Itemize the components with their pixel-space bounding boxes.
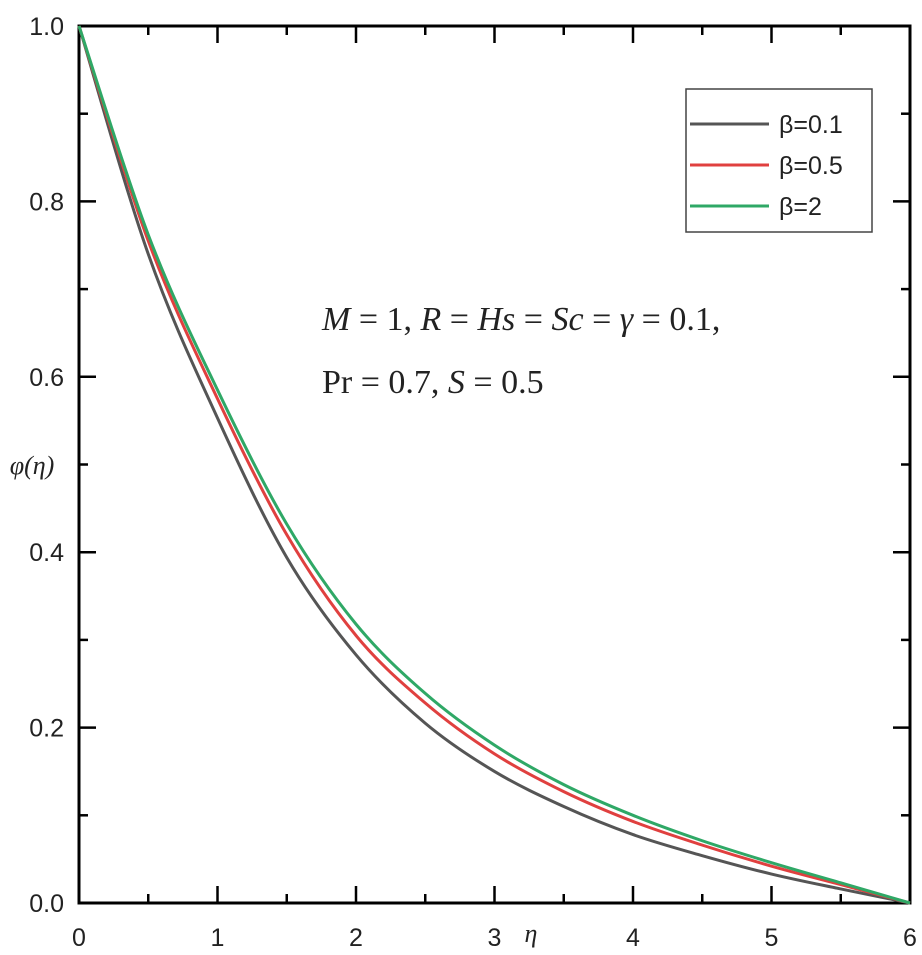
x-tick-label: 4 (626, 924, 640, 952)
series-line-2 (77, 25, 911, 905)
x-tick-label: 3 (488, 924, 502, 952)
y-axis-tick-labels: 0.0 0.2 0.4 0.6 0.8 1.0 (29, 13, 64, 918)
y-tick-label: 0.4 (29, 539, 64, 567)
x-tick-label: 2 (349, 924, 363, 952)
series-line-3 (77, 25, 911, 905)
annotation-line-1: M = 1, R = Hs = Sc = γ = 0.1, (321, 301, 720, 338)
legend-label: β=2 (779, 193, 822, 221)
series-line-1 (77, 25, 911, 905)
y-tick-label: 0.2 (29, 715, 64, 743)
legend-label: β=0.5 (779, 152, 843, 180)
y-axis-label: φ(η) (10, 451, 55, 480)
y-tick-label: 0.0 (29, 890, 64, 918)
x-tick-label: 0 (72, 924, 86, 952)
y-axis-ticks (79, 112, 910, 817)
y-tick-label: 0.8 (29, 188, 64, 216)
legend-box (685, 88, 873, 233)
annotation-line-2: Pr = 0.7, S = 0.5 (322, 364, 544, 401)
data-series (77, 25, 911, 905)
x-axis-label: η (525, 919, 538, 948)
x-tick-label: 1 (211, 924, 225, 952)
x-axis-tick-labels: 0 1 2 3 4 5 6 (72, 924, 917, 952)
legend: β=0.1 β=0.5 β=2 (685, 88, 873, 233)
y-tick-label: 0.6 (29, 364, 64, 392)
x-tick-label: 5 (765, 924, 779, 952)
legend-label: β=0.1 (779, 111, 843, 139)
x-tick-label: 6 (903, 924, 917, 952)
x-axis-ticks (147, 26, 842, 903)
parameter-annotation: M = 1, R = Hs = Sc = γ = 0.1, Pr = 0.7, … (321, 301, 720, 401)
y-tick-label: 1.0 (29, 13, 64, 41)
